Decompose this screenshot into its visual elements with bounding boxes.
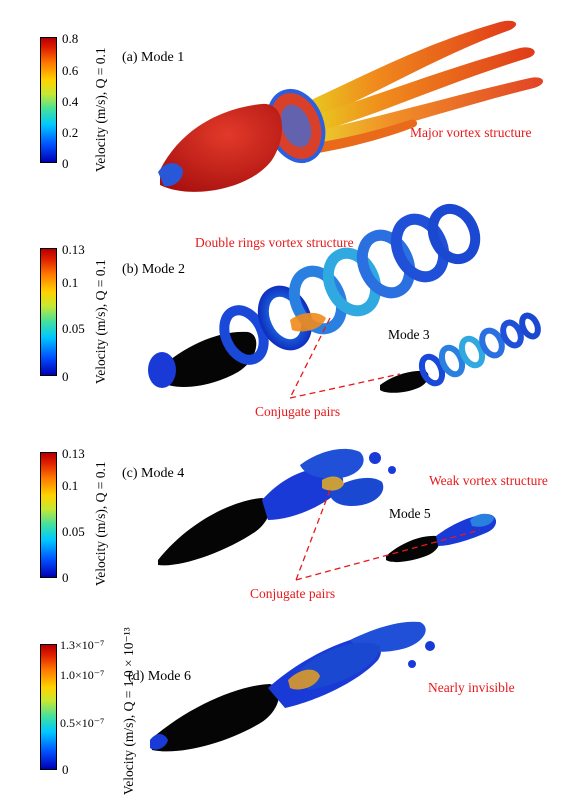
mode-5-render: [386, 513, 497, 563]
mode-6-render: [150, 621, 435, 752]
panel-a-label: (a) Mode 1: [122, 50, 185, 65]
panel-a: 0.8 0.6 0.4 0.2 0 Velocity (m/s), Q = 0.…: [0, 0, 574, 200]
mode-2-ring-3: [288, 265, 348, 335]
annotation-mode-3: Mode 3: [388, 327, 430, 342]
annotation-conjugate-pairs-b: Conjugate pairs: [255, 404, 341, 419]
conjugate-pairs-b-line-2: [289, 373, 401, 399]
colorbar-d-tick-3: 0: [62, 762, 69, 777]
panel-c-label: (c) Mode 4: [122, 466, 185, 481]
colorbar-a-tick-0: 0.8: [62, 31, 79, 46]
mode-1-wake-tube-3: [308, 77, 544, 146]
colorbar-b-tick-1: 0.1: [62, 275, 79, 290]
conjugate-pairs-c-line-1: [295, 489, 331, 581]
panel-c: 0.13 0.1 0.05 0 Velocity (m/s), Q = 0.1 …: [40, 446, 548, 601]
mode-1-render: [158, 20, 544, 192]
mode-4-body: [158, 498, 271, 566]
colorbar-b-tick-3: 0: [62, 369, 69, 384]
colorbar-a-tick-4: 0: [62, 156, 69, 171]
mode-6-body: [150, 684, 279, 752]
mode-2-render: [148, 203, 541, 399]
mode-6-vortex-blobs: [268, 621, 435, 708]
panel-b: 0.13 0.1 0.05 0 Velocity (m/s), Q = 0.1 …: [40, 235, 430, 419]
colorbar-d-tick-2: 0.5×10⁻⁷: [60, 716, 105, 730]
annotation-conjugate-pairs-c: Conjugate pairs: [250, 586, 336, 601]
mode-2-hot-spot: [290, 312, 326, 332]
mode-6-nose-vortex: [150, 734, 168, 750]
mode-1-nose-vortex: [158, 163, 183, 187]
panel-d-label: (d) Mode 6: [128, 669, 191, 684]
mode-1-body: [160, 103, 283, 192]
mode-4-render: [158, 448, 396, 566]
mode-2-ring-7: [427, 203, 481, 265]
mode-1-wake-tube-2: [305, 47, 535, 132]
mode-3-rings: [418, 312, 541, 387]
colorbar-d-tick-1: 1.0×10⁻⁷: [60, 668, 105, 682]
annotation-mode-5: Mode 5: [389, 506, 431, 521]
colorbar-a-tick-3: 0.2: [62, 125, 79, 140]
colorbar-d: [40, 644, 57, 770]
conjugate-pairs-c-line-2: [295, 529, 481, 581]
annotation-nearly-invisible: Nearly invisible: [428, 680, 515, 695]
mode-2-ring-6: [390, 213, 450, 283]
mode-2-ring-1: [219, 305, 269, 365]
mode-1-wake-tube-1: [300, 20, 517, 120]
annotation-major-vortex: Major vortex structure: [410, 125, 532, 140]
colorbar-c-tick-3: 0: [62, 570, 69, 585]
colorbar-b-tick-0: 0.13: [62, 242, 85, 257]
annotation-weak-vortex: Weak vortex structure: [429, 473, 548, 488]
colorbar-c: [40, 452, 57, 578]
colorbar-a: [40, 37, 57, 163]
annotation-double-rings: Double rings vortex structure: [195, 235, 354, 250]
colorbar-c-tick-1: 0.1: [62, 478, 79, 493]
mode-1-wake-tube-4: [302, 119, 418, 155]
mode-5-body: [386, 535, 440, 563]
mode-6-hot-spot: [288, 669, 320, 690]
colorbar-b-tick-2: 0.05: [62, 321, 85, 336]
mode-2-ring-5: [356, 229, 416, 299]
colorbar-a-tick-1: 0.6: [62, 63, 79, 78]
mode-2-ring-4: [322, 247, 382, 317]
colorbar-d-tick-0: 1.3×10⁻⁷: [60, 638, 105, 652]
colorbar-a-tick-2: 0.4: [62, 94, 79, 109]
panel-b-label: (b) Mode 2: [122, 262, 185, 277]
conjugate-pairs-b-line-1: [289, 317, 331, 399]
mode-3-body: [380, 370, 429, 393]
mode-4-hot-spot: [322, 476, 344, 491]
colorbar-c-tick-0: 0.13: [62, 446, 85, 461]
colorbar-b: [40, 248, 57, 376]
colorbar-c-tick-2: 0.05: [62, 524, 85, 539]
mode-1-ring-core: [280, 104, 312, 148]
mode-2-nose-vortex: [148, 352, 176, 388]
